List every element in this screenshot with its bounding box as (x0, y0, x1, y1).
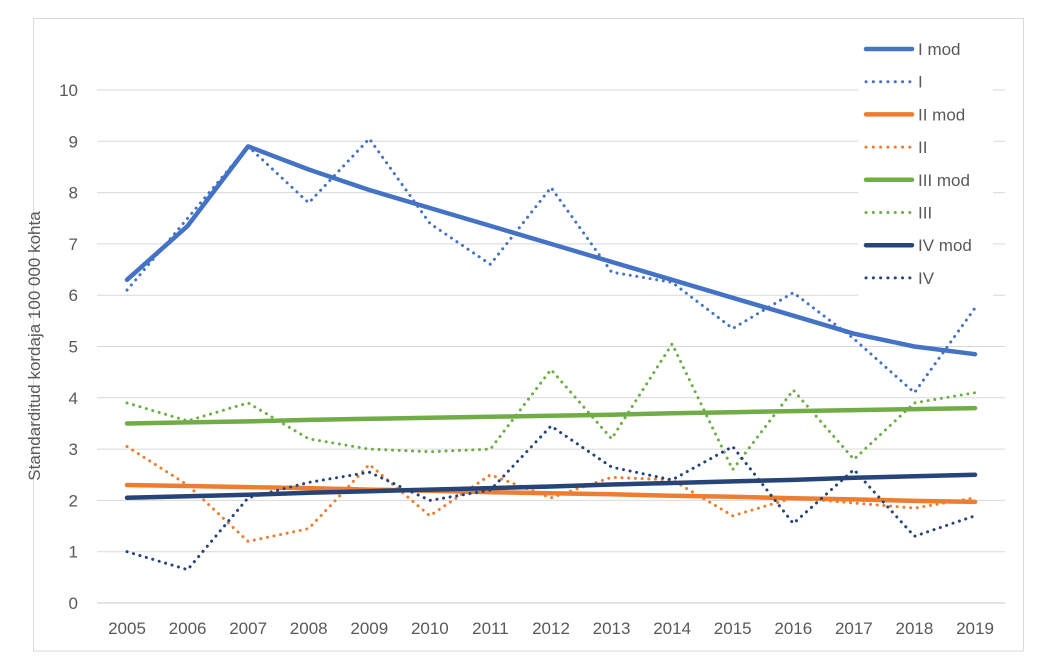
x-tick-label: 2007 (229, 619, 267, 638)
y-tick-label: 7 (69, 235, 78, 254)
x-tick-label: 2014 (653, 619, 691, 638)
legend-label: IV (918, 269, 935, 288)
legend-label: I mod (918, 40, 961, 59)
series-iv-mod (124, 472, 978, 501)
series-ii-mod (124, 482, 978, 505)
x-tick-label: 2019 (956, 619, 994, 638)
y-tick-label: 9 (69, 132, 78, 151)
legend-item-iii-mod[interactable]: III mod (863, 171, 970, 190)
series-i (125, 137, 977, 395)
y-tick-label: 1 (69, 543, 78, 562)
y-tick-label: 8 (69, 184, 78, 203)
x-tick-label: 2013 (593, 619, 631, 638)
x-tick-label: 2006 (169, 619, 207, 638)
legend-item-i-mod[interactable]: I mod (863, 40, 961, 59)
y-tick-label: 10 (59, 81, 78, 100)
legend-background (858, 28, 993, 296)
legend-item-iii[interactable]: III (864, 204, 932, 223)
series-iii-mod (124, 405, 978, 426)
x-tick-label: 2009 (350, 619, 388, 638)
x-tick-label: 2012 (532, 619, 570, 638)
y-tick-label: 0 (69, 594, 78, 613)
x-tick-label: 2015 (714, 619, 752, 638)
x-tick-label: 2008 (290, 619, 328, 638)
x-tick-label: 2016 (774, 619, 812, 638)
legend-item-ii[interactable]: II (864, 138, 927, 157)
x-tick-label: 2017 (835, 619, 873, 638)
legend-label: III (918, 204, 932, 223)
series-ii (125, 445, 977, 543)
legend-label: IV mod (918, 236, 972, 255)
x-tick-label: 2005 (108, 619, 146, 638)
series-iii (125, 342, 977, 472)
y-tick-label: 4 (69, 389, 78, 408)
series-lines (124, 137, 978, 572)
y-axis-title: Standarditud kordaja 100 000 kohta (25, 211, 44, 481)
x-tick-label: 2010 (411, 619, 449, 638)
x-tick-label: 2018 (896, 619, 934, 638)
legend-label: III mod (918, 171, 970, 190)
legend-item-ii-mod[interactable]: II mod (863, 105, 965, 124)
series-i-mod (124, 144, 978, 357)
legend-item-iv[interactable]: IV (864, 269, 935, 288)
legend-item-i[interactable]: I (864, 73, 923, 92)
x-axis-tick-labels: 2005 2006 2007 2008 2009 2010 2011 2012 2013 2014… (108, 619, 994, 638)
legend-item-iv-mod[interactable]: IV mod (863, 236, 972, 255)
legend-label: II (918, 138, 927, 157)
legend-label: II mod (918, 105, 965, 124)
y-tick-label: 2 (69, 491, 78, 510)
legend-label: I (918, 73, 923, 92)
x-tick-label: 2011 (472, 619, 509, 638)
y-tick-label: 3 (69, 440, 78, 459)
gridlines (97, 89, 1005, 604)
y-axis-tick-labels: 0 1 2 3 4 5 6 7 8 9 10 (59, 81, 78, 613)
y-tick-label: 6 (69, 286, 78, 305)
y-tick-label: 5 (69, 338, 78, 357)
